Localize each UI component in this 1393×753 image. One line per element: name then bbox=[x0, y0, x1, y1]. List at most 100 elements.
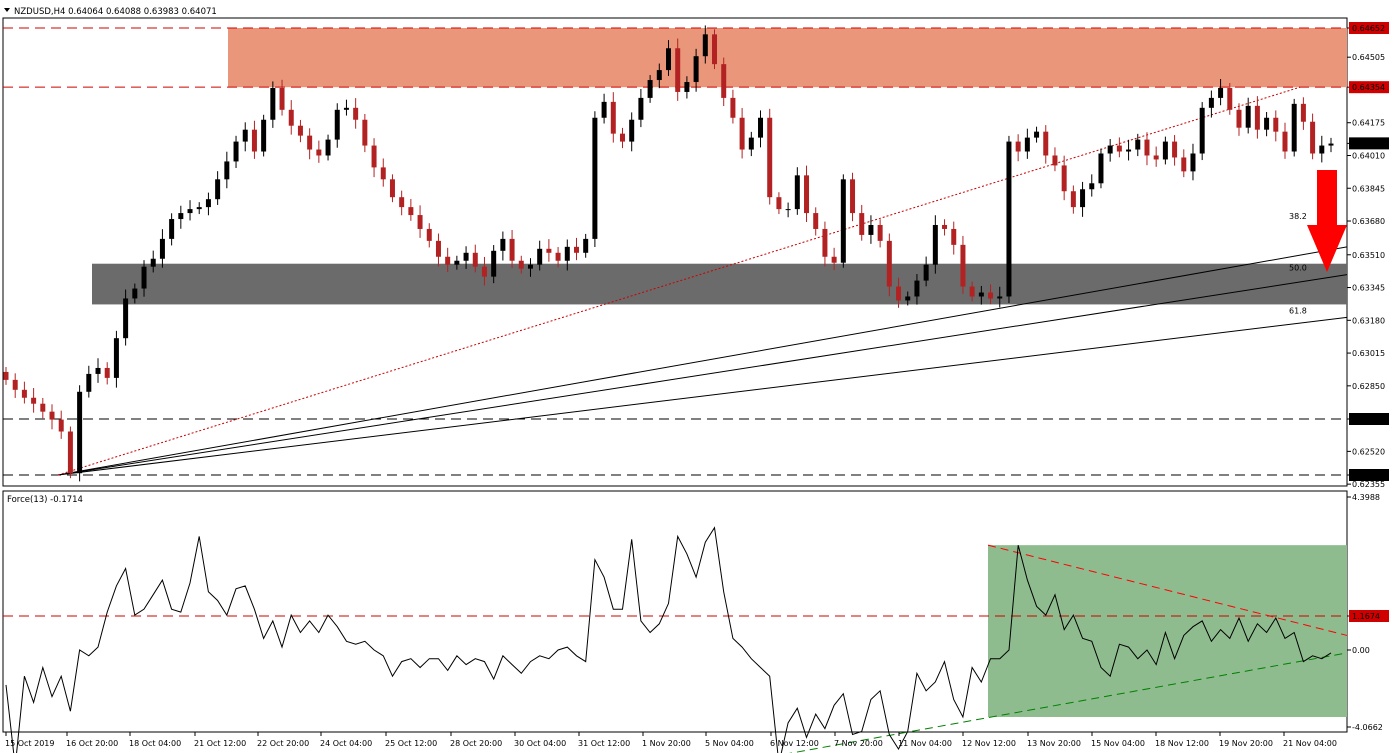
candle-body bbox=[435, 240, 441, 257]
candle-body bbox=[868, 224, 874, 235]
candle-body bbox=[481, 266, 487, 277]
price-level-label: 0.62683 bbox=[1352, 415, 1385, 424]
header-dropdown-icon[interactable] bbox=[4, 8, 10, 12]
trend-line-dotted bbox=[57, 86, 1301, 476]
time-tick-label: 7 Nov 20:00 bbox=[834, 739, 883, 748]
time-tick-label: 18 Oct 04:00 bbox=[129, 739, 181, 748]
candle-body bbox=[3, 371, 9, 380]
candle-body bbox=[822, 228, 828, 257]
candle-body bbox=[555, 252, 561, 261]
time-tick-label: 15 Oct 2019 bbox=[5, 739, 54, 748]
price-tick-label: 0.62520 bbox=[1352, 447, 1385, 456]
candle-body bbox=[923, 264, 929, 281]
candle-body bbox=[196, 207, 202, 210]
current-price-badge bbox=[1349, 137, 1389, 150]
candle-body bbox=[850, 179, 856, 214]
candle-body bbox=[279, 87, 285, 110]
candle-body bbox=[1190, 153, 1196, 172]
force-level-badge bbox=[1349, 610, 1389, 622]
candle-body bbox=[831, 256, 837, 263]
candle-body bbox=[518, 260, 524, 269]
candle-body bbox=[150, 258, 156, 267]
candle-body bbox=[896, 286, 902, 301]
candle-body bbox=[49, 411, 55, 420]
candle-body bbox=[1300, 103, 1306, 122]
candle-body bbox=[1043, 131, 1049, 156]
candle-body bbox=[739, 117, 745, 150]
candle-body bbox=[1227, 87, 1233, 110]
time-tick-label: 22 Oct 20:00 bbox=[257, 739, 309, 748]
fib-fan-line bbox=[57, 246, 1348, 476]
candle-body bbox=[472, 252, 478, 267]
candle-body bbox=[730, 97, 736, 118]
candle-body bbox=[40, 403, 46, 412]
candle-body bbox=[353, 107, 359, 120]
candle-body bbox=[1273, 117, 1279, 132]
force-tick-label: -4.0662 bbox=[1352, 723, 1383, 732]
candle-body bbox=[969, 286, 975, 297]
candle-body bbox=[1291, 103, 1297, 152]
time-tick-label: 21 Oct 12:00 bbox=[194, 739, 246, 748]
candle-body bbox=[804, 175, 810, 214]
price-tick-label: 0.62850 bbox=[1352, 382, 1385, 391]
candle-body bbox=[334, 109, 340, 140]
candle-body bbox=[564, 246, 570, 261]
candle-body bbox=[1006, 141, 1012, 297]
candle-body bbox=[758, 117, 764, 138]
candle-body bbox=[693, 56, 699, 83]
force-level-label: 1.1674 bbox=[1352, 612, 1380, 621]
candle-body bbox=[638, 97, 644, 120]
candle-body bbox=[233, 141, 239, 162]
candle-body bbox=[951, 228, 957, 245]
candle-body bbox=[21, 389, 27, 398]
candle-body bbox=[1052, 155, 1058, 166]
candle-body bbox=[1264, 117, 1270, 130]
candle-body bbox=[546, 248, 552, 253]
candle-body bbox=[454, 260, 460, 265]
candle-body bbox=[877, 224, 883, 241]
candle-body bbox=[813, 213, 819, 229]
time-tick-label: 30 Oct 04:00 bbox=[514, 739, 566, 748]
force-index-line bbox=[5, 526, 1332, 753]
candle-body bbox=[601, 101, 607, 118]
candle-body bbox=[914, 280, 920, 297]
candle-body bbox=[748, 137, 754, 150]
indicator-header: Force(13) -0.1714 bbox=[7, 495, 83, 505]
candle-body bbox=[1089, 183, 1095, 190]
candle-body bbox=[629, 119, 635, 142]
candle-body bbox=[31, 397, 37, 404]
candle-body bbox=[380, 167, 386, 180]
resistance-zone bbox=[228, 28, 1347, 88]
time-tick-label: 12 Nov 12:00 bbox=[962, 739, 1016, 748]
fib-fan-label: 61.8 bbox=[1289, 306, 1307, 315]
candle-body bbox=[58, 419, 64, 432]
candle-body bbox=[1135, 139, 1141, 150]
candle-body bbox=[1034, 131, 1040, 138]
time-tick-label: 25 Oct 12:00 bbox=[385, 739, 437, 748]
candle-body bbox=[417, 215, 423, 229]
candle-body bbox=[1153, 155, 1159, 160]
candle-body bbox=[12, 379, 18, 390]
candle-body bbox=[463, 252, 469, 261]
candle-body bbox=[1015, 141, 1021, 152]
candle-body bbox=[371, 145, 377, 168]
candle-body bbox=[307, 135, 313, 150]
price-level-badge bbox=[1349, 413, 1389, 426]
candle-body bbox=[886, 240, 892, 287]
fib-fan-label: 50.0 bbox=[1289, 264, 1307, 273]
candle-body bbox=[573, 246, 579, 253]
candle-body bbox=[712, 34, 718, 65]
candle-body bbox=[408, 207, 414, 216]
price-tick-label: 0.63015 bbox=[1352, 349, 1385, 358]
price-level-label: 0.64652 bbox=[1352, 24, 1385, 33]
support-zone bbox=[92, 263, 1347, 305]
candle-body bbox=[316, 149, 322, 156]
price-tick-label: 0.64010 bbox=[1352, 151, 1385, 160]
candle-body bbox=[113, 338, 119, 378]
candle-body bbox=[859, 213, 865, 235]
candle-body bbox=[776, 197, 782, 210]
candle-body bbox=[1319, 145, 1325, 154]
candle-body bbox=[675, 48, 681, 92]
candle-body bbox=[426, 228, 432, 241]
